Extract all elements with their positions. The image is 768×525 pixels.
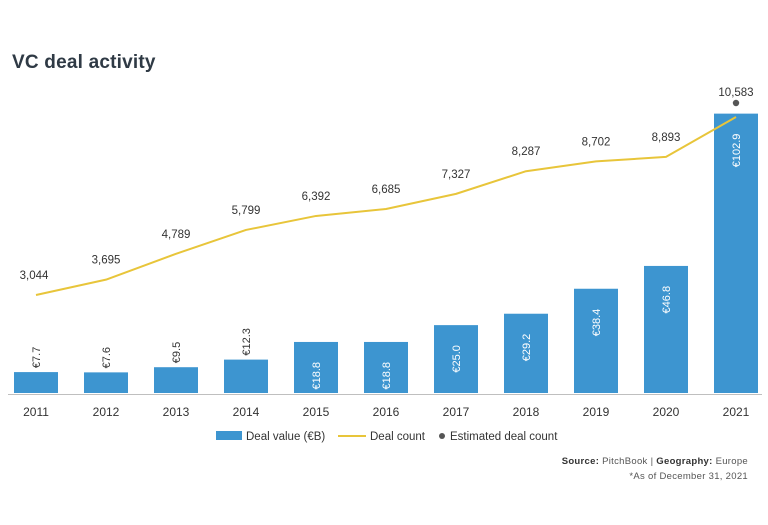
legend-label-deal-count: Deal count [370,431,426,443]
bar-value-label-2014: €12.3 [241,328,253,356]
source-label: Source: [561,456,600,467]
bar-2012 [84,372,128,393]
estimated-deal-count-marker-2021 [732,99,740,107]
x-tick-label-2015: 2015 [303,405,330,419]
bar-value-label-2013: €9.5 [171,342,183,363]
deal-count-label-2012: 3,695 [92,255,121,267]
deal-count-label-2020: 8,893 [652,132,681,144]
chart-title: VC deal activity [12,52,156,73]
bar-value-label-2016: €18.8 [381,362,393,390]
deal-count-label-2016: 6,685 [372,184,401,196]
bar-value-label-2011: €7.7 [31,347,43,368]
bar-value-label-2015: €18.8 [311,362,323,390]
x-tick-label-2019: 2019 [583,405,610,419]
bar-value-label-2019: €38.4 [591,309,603,337]
source-note: Source: PitchBook | Geography: Europe *A… [562,454,748,484]
bar-value-label-2020: €46.8 [661,286,673,314]
deal-count-label-2019: 8,702 [582,136,611,148]
legend-label-estimated-deal-count: Estimated deal count [450,431,558,443]
x-tick-label-2021: 2021 [723,405,750,419]
as-of-note: *As of December 31, 2021 [629,471,748,482]
x-tick-label-2016: 2016 [373,405,400,419]
x-tick-label-2018: 2018 [513,405,540,419]
x-tick-label-2012: 2012 [93,405,120,419]
legend-swatch-deal-value [216,431,242,440]
legend-label-deal-value: Deal value (€B) [246,431,325,443]
bar-value-label-2012: €7.6 [101,347,113,368]
bar-2021 [714,113,758,394]
deal-count-label-2018: 8,287 [512,146,541,158]
legend: Deal value (€B) Deal count Estimated deal … [216,431,558,443]
deal-count-label-2013: 4,789 [162,229,191,241]
bar-2015 [294,341,338,393]
x-tick-label-2011: 2011 [23,405,49,419]
x-tick-label-2014: 2014 [233,405,260,419]
bar-2017 [434,325,478,393]
bar-2020 [644,265,688,393]
x-tick-label-2020: 2020 [653,405,680,419]
source-value: PitchBook [602,456,648,467]
x-tick-label-2017: 2017 [443,405,470,419]
deal-count-label-2015: 6,392 [302,191,331,203]
bar-2016 [364,341,408,393]
bar-2018 [504,313,548,393]
geography-label: Geography: [656,456,713,467]
bar-2019 [574,288,618,393]
bar-2011 [14,372,58,393]
deal-count-label-2021: 10,583 [718,87,753,99]
deal-count-label-2011: 3,044 [20,270,49,282]
bar-value-label-2018: €29.2 [521,334,533,362]
bar-value-label-2017: €25.0 [451,345,463,373]
deal-count-line [35,116,737,296]
bar-value-label-2021: €102.9 [731,134,743,168]
legend-swatch-estimated-deal-count [439,433,445,439]
x-tick-label-2013: 2013 [163,405,190,419]
source-separator: | [650,456,654,467]
geography-value: Europe [715,456,748,467]
bar-2013 [154,367,198,393]
deal-count-label-2014: 5,799 [232,205,261,217]
bar-2014 [224,359,268,393]
deal-count-label-2017: 7,327 [442,169,471,181]
